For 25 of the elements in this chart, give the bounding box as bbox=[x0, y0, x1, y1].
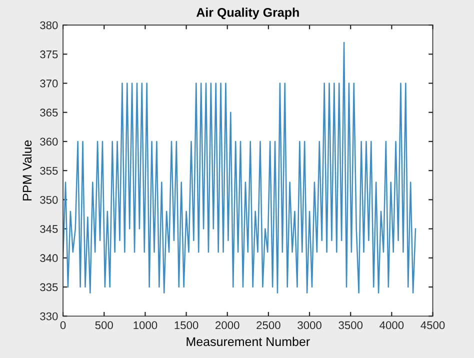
line-series bbox=[63, 42, 416, 294]
y-tick-label: 330 bbox=[40, 312, 58, 320]
chart-title: Air Quality Graph bbox=[196, 8, 299, 20]
x-axis-title: Measurement Number bbox=[186, 336, 310, 346]
x-tick-label: 1500 bbox=[174, 321, 198, 330]
x-tick-label: 1000 bbox=[134, 321, 158, 330]
x-tick-label: 2000 bbox=[216, 321, 240, 330]
y-tick-label: 345 bbox=[40, 225, 58, 233]
x-tick-label: 2500 bbox=[256, 321, 280, 330]
y-tick-label: 375 bbox=[40, 50, 58, 58]
y-tick-label: 360 bbox=[40, 138, 58, 146]
x-tick-label: 4500 bbox=[420, 321, 445, 330]
y-tick-label: 340 bbox=[40, 254, 58, 262]
y-tick-label: 370 bbox=[40, 80, 58, 88]
y-axis-title: PPM Value bbox=[22, 140, 32, 200]
x-tick-label: 3000 bbox=[298, 321, 322, 330]
x-tick-label: 500 bbox=[95, 321, 113, 330]
x-tick-label: 3500 bbox=[338, 321, 363, 330]
y-tick-label: 355 bbox=[40, 166, 58, 175]
x-tick-label: 0 bbox=[60, 321, 66, 330]
y-tick-label: 365 bbox=[40, 108, 58, 117]
y-tick-label: 350 bbox=[40, 196, 58, 204]
y-tick-label: 335 bbox=[40, 283, 58, 292]
x-tick-label: 4000 bbox=[380, 321, 404, 330]
y-tick-label: 380 bbox=[40, 21, 58, 30]
